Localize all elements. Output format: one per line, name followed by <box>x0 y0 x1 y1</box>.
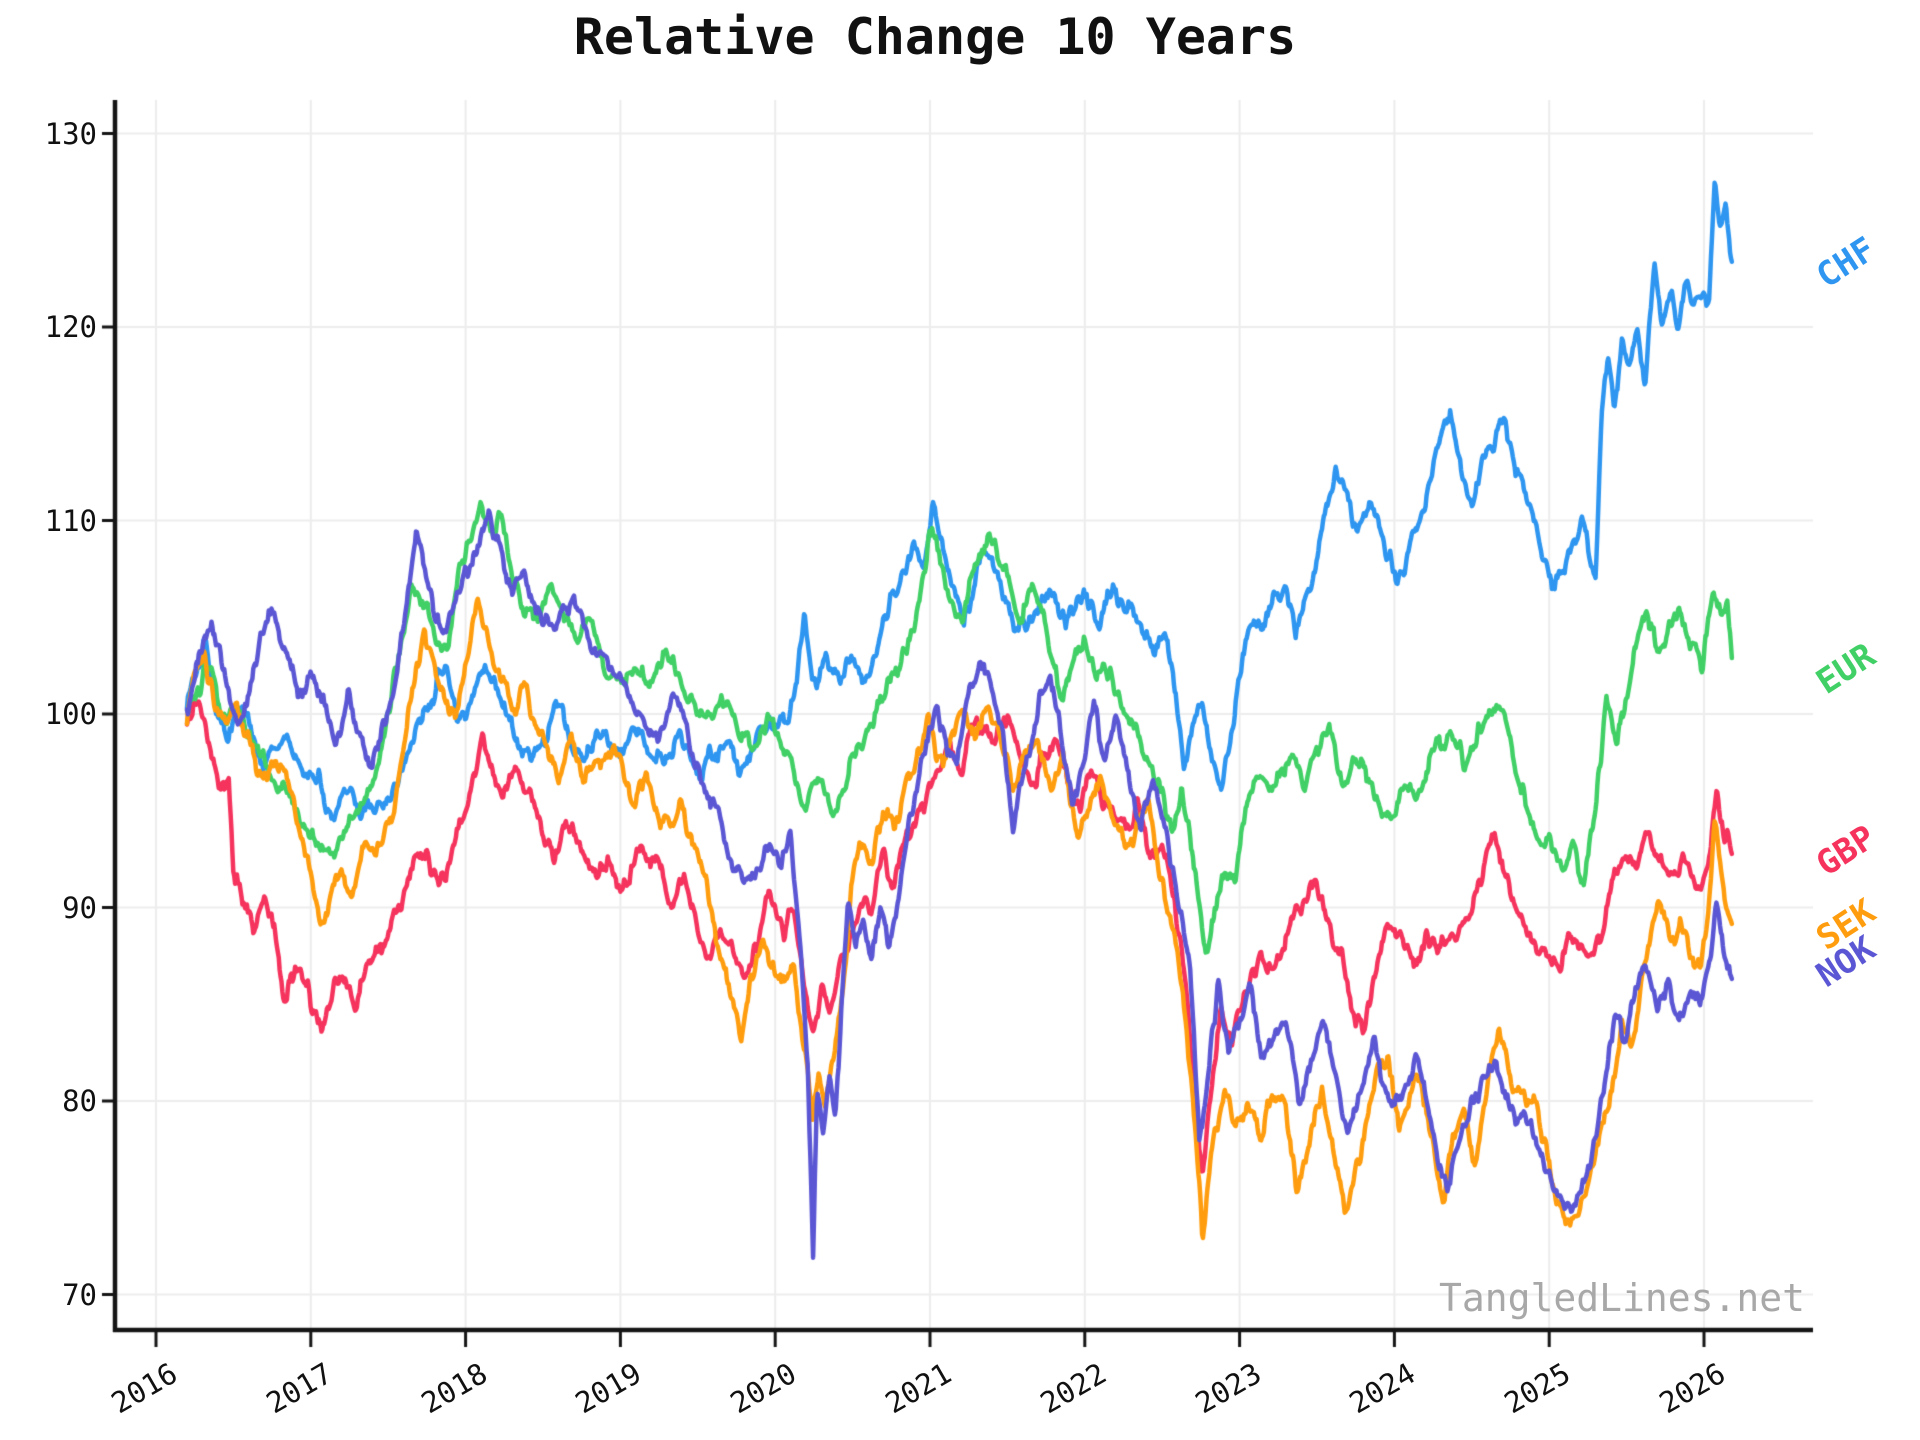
y-axis-tick-label: 130 <box>44 116 97 151</box>
y-axis-tick-label: 80 <box>62 1084 97 1118</box>
y-axis-tick-label: 120 <box>44 310 97 344</box>
y-axis-tick-label: 100 <box>44 697 97 731</box>
y-axis-tick-label: 70 <box>62 1277 97 1312</box>
y-axis-tick-label: 110 <box>44 503 97 538</box>
chart-title: Relative Change 10 Years <box>573 8 1297 66</box>
y-axis-tick-label: 90 <box>62 890 97 925</box>
watermark: TangledLines.net <box>1438 1276 1805 1320</box>
